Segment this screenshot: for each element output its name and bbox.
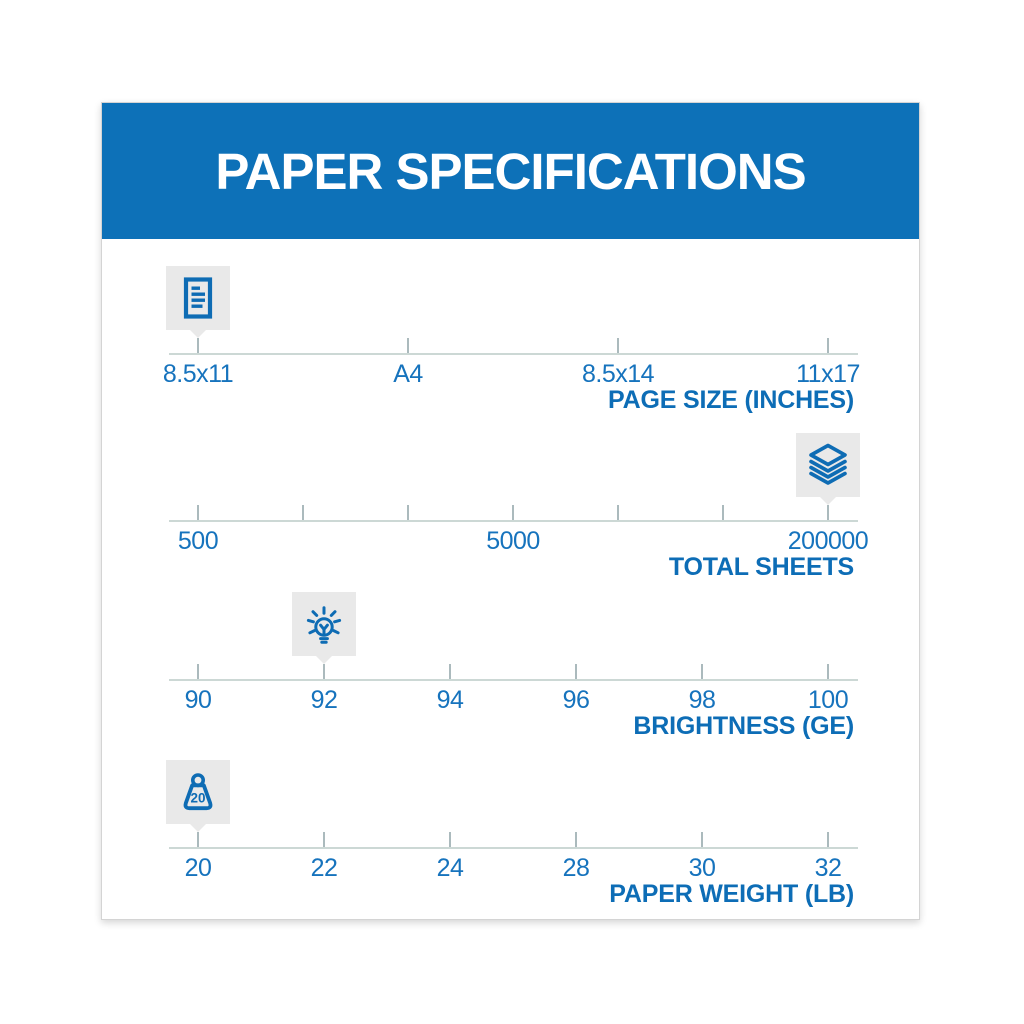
scale-value-label: 30 — [688, 854, 716, 882]
tick-mark — [302, 505, 304, 520]
scale-value-label: 98 — [688, 686, 716, 714]
tick-mark — [407, 338, 409, 353]
scale-value-label: 22 — [310, 854, 338, 882]
tick-mark — [197, 338, 199, 353]
tick-mark — [701, 664, 703, 679]
axis-title-total-sheets: TOTAL SHEETS — [668, 553, 854, 581]
scale-value-label: 92 — [310, 686, 338, 714]
scale-value-label: 28 — [562, 854, 590, 882]
scale-value-label: 8.5x11 — [162, 360, 234, 388]
scale-line — [169, 679, 858, 681]
scale-value-label: 100 — [807, 686, 849, 714]
scale-value-label: 5000 — [486, 527, 540, 555]
tick-mark — [617, 338, 619, 353]
tick-mark — [701, 832, 703, 847]
scale-line — [169, 847, 858, 849]
axis-title-page-size: PAGE SIZE (INCHES) — [608, 386, 854, 414]
lightbulb-icon — [306, 606, 342, 644]
scale-value-label: 8.5x14 — [581, 360, 655, 388]
tick-mark — [722, 505, 724, 520]
scale-value-label: 32 — [814, 854, 842, 882]
paper-specifications-card: PAPER SPECIFICATIONS PAGE SIZE (INCHES) … — [101, 102, 920, 920]
scale-line — [169, 353, 858, 355]
header-banner: PAPER SPECIFICATIONS — [102, 103, 919, 239]
tick-mark — [575, 664, 577, 679]
tick-mark — [197, 505, 199, 520]
axis-title-paper-weight: PAPER WEIGHT (LB) — [609, 880, 854, 908]
tick-mark — [617, 505, 619, 520]
scale-value-label: 500 — [177, 527, 219, 555]
marker-badge — [166, 266, 230, 338]
tick-mark — [197, 664, 199, 679]
tick-mark — [449, 664, 451, 679]
tick-mark — [827, 664, 829, 679]
scale-value-label: 90 — [184, 686, 212, 714]
tick-mark — [575, 832, 577, 847]
tick-mark — [197, 832, 199, 847]
tick-mark — [323, 832, 325, 847]
weight-icon: 20 — [183, 773, 213, 811]
marker-badge — [292, 592, 356, 664]
scale-value-label: 11x17 — [796, 360, 860, 388]
tick-mark — [512, 505, 514, 520]
marker-badge: 20 — [166, 760, 230, 832]
scale-line — [169, 520, 858, 522]
page-title: PAPER SPECIFICATIONS — [215, 142, 806, 200]
tick-mark — [827, 832, 829, 847]
tick-mark — [449, 832, 451, 847]
tick-mark — [323, 664, 325, 679]
tick-mark — [827, 338, 829, 353]
paper-stack-icon — [809, 443, 847, 485]
scale-value-label: 94 — [436, 686, 464, 714]
marker-badge — [796, 433, 860, 505]
scale-value-label: 20 — [184, 854, 212, 882]
tick-mark — [407, 505, 409, 520]
scale-value-label: 200000 — [787, 527, 869, 555]
axis-title-brightness: BRIGHTNESS (GE) — [633, 712, 854, 740]
document-icon — [183, 277, 213, 319]
scale-value-label: 96 — [562, 686, 590, 714]
svg-text:20: 20 — [190, 791, 205, 806]
tick-mark — [827, 505, 829, 520]
scale-value-label: 24 — [436, 854, 464, 882]
scale-value-label: A4 — [393, 360, 423, 388]
